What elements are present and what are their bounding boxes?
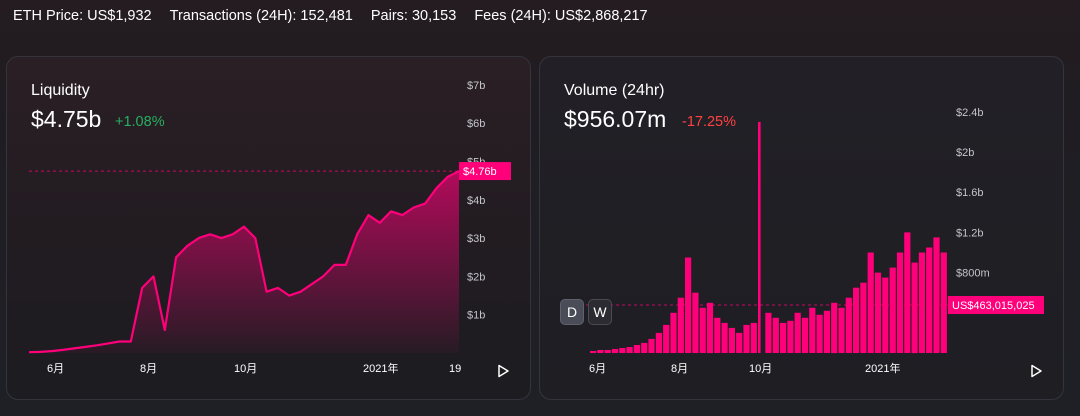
y-tick-label: $1b	[467, 310, 485, 322]
liquidity-chart[interactable]: $1b$2b$3b$4b$5b$6b$7b$4.76b6月8月10月2021年1…	[7, 57, 531, 400]
current-value-label: $4.76b	[459, 162, 511, 181]
weekly-button[interactable]: W	[588, 299, 612, 325]
x-tick-label: 6月	[589, 363, 606, 375]
stats-bar: ETH Price: US$1,932 Transactions (24H): …	[13, 8, 648, 28]
volume-bar	[750, 322, 757, 353]
pairs-stat: Pairs: 30,153	[370, 8, 457, 24]
liquidity-line	[28, 170, 460, 354]
y-tick-label: $3b	[467, 233, 485, 245]
volume-bar	[633, 345, 640, 353]
volume-bar	[772, 317, 779, 353]
volume-card: $800m $1.2b $1.6b $2b $2.4b US$463,015,025 6月 8…	[539, 56, 1064, 400]
y-tick-label: $1.2b	[956, 227, 984, 239]
volume-bar	[648, 338, 655, 353]
volume-bar	[904, 232, 911, 353]
volume-bar	[940, 252, 947, 353]
volume-bar	[911, 262, 918, 354]
volume-bar	[831, 302, 838, 354]
volume-bar	[801, 317, 809, 353]
x-tick-label: 10月	[234, 363, 257, 375]
volume-bar	[721, 322, 728, 353]
x-tick-label: 8月	[140, 363, 157, 375]
play-icon[interactable]	[496, 364, 510, 378]
y-tick-label: $7b	[467, 80, 485, 92]
volume-bar	[780, 322, 787, 353]
volume-bar	[743, 324, 750, 353]
volume-bar	[619, 348, 626, 353]
liquidity-change: +1.08%	[115, 114, 165, 130]
x-tick-label: 10月	[749, 363, 772, 375]
timeframe-toggle: D W	[560, 299, 612, 325]
eth-price-stat: ETH Price: US$1,932	[13, 8, 152, 24]
volume-value: $956.07m	[564, 106, 667, 132]
volume-bar	[933, 237, 940, 353]
volume-bar	[699, 307, 706, 353]
volume-bar	[860, 282, 867, 353]
x-tick-label: 6月	[47, 363, 64, 375]
y-tick-label: $2b	[956, 147, 974, 159]
y-tick-label: $1.6b	[956, 187, 984, 199]
volume-bar	[853, 287, 860, 353]
volume-bar	[845, 297, 852, 353]
y-tick-label: $6b	[467, 118, 485, 130]
play-icon[interactable]	[1029, 364, 1043, 378]
x-tick-label: 8月	[671, 363, 688, 375]
volume-title: Volume (24hr)	[564, 82, 665, 99]
volume-bar	[889, 267, 896, 353]
volume-bar	[867, 252, 874, 353]
volume-bar	[882, 277, 889, 353]
y-tick-label: $2b	[467, 271, 485, 283]
svg-text:US$463,015,025: US$463,015,025	[952, 300, 1035, 312]
y-tick-label: $800m	[956, 268, 990, 280]
volume-bar	[874, 272, 882, 353]
volume-bar	[809, 307, 816, 353]
x-tick-label: 19	[449, 363, 461, 375]
x-tick-label: 2021年	[865, 361, 900, 375]
volume-bar	[663, 324, 670, 353]
volume-bar	[816, 314, 823, 353]
volume-bar	[692, 292, 699, 353]
daily-button[interactable]: D	[560, 299, 584, 325]
volume-bar	[611, 349, 619, 353]
volume-bar	[765, 312, 772, 353]
svg-text:$4.76b: $4.76b	[463, 166, 497, 178]
volume-bar	[655, 332, 662, 353]
volume-bar	[590, 351, 597, 353]
fees-stat: Fees (24H): US$2,868,217	[474, 8, 648, 24]
liquidity-card: $1b$2b$3b$4b$5b$6b$7b$4.76b6月8月10月2021年1…	[6, 56, 531, 400]
volume-bar	[706, 302, 714, 354]
volume-bar	[736, 332, 743, 353]
volume-bar	[597, 350, 604, 353]
volume-bar	[677, 297, 684, 353]
volume-bar	[714, 317, 721, 353]
y-tick-label: $2.4b	[956, 107, 984, 119]
volume-bar	[926, 247, 933, 353]
volume-bar	[641, 342, 648, 353]
volume-bar	[604, 350, 611, 353]
x-tick-label: 2021年	[363, 361, 398, 375]
volume-bar	[823, 310, 830, 353]
current-value-label: US$463,015,025	[948, 296, 1044, 314]
volume-bar	[670, 312, 677, 353]
liquidity-value: $4.75b	[31, 106, 102, 132]
volume-bar	[918, 252, 925, 353]
transactions-stat: Transactions (24H): 152,481	[169, 8, 353, 24]
volume-bar	[787, 320, 794, 353]
liquidity-title: Liquidity	[31, 82, 90, 99]
volume-bar	[728, 327, 735, 353]
volume-bar	[626, 347, 633, 353]
liquidity-area	[29, 171, 459, 353]
volume-bar	[794, 312, 801, 353]
volume-bar	[896, 252, 904, 353]
volume-change: -17.25%	[682, 114, 737, 130]
y-tick-label: $4b	[467, 195, 485, 207]
volume-bar	[758, 121, 761, 354]
volume-chart[interactable]: $800m $1.2b $1.6b $2b $2.4b US$463,015,025 6月 8…	[540, 57, 1064, 400]
volume-bar	[838, 307, 845, 353]
